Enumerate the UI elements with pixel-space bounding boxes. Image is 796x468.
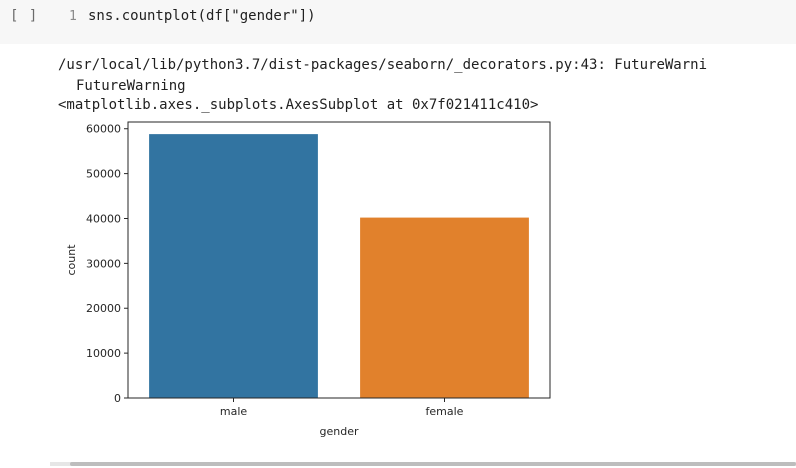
code-cell[interactable]: [ ] 1 sns.countplot(df["gender"]) xyxy=(0,0,796,44)
run-cell-button[interactable]: [ ] xyxy=(10,8,39,24)
warning-path-text: /usr/local/lib/python3.7/dist-packages/s… xyxy=(58,57,708,73)
code-line[interactable]: sns.countplot(df["gender"]) xyxy=(88,8,316,24)
warning-type-text: FutureWarning xyxy=(76,78,186,94)
y-tick-label-20000: 20000 xyxy=(86,302,121,315)
y-tick-label-10000: 10000 xyxy=(86,347,121,360)
bar-female xyxy=(360,217,529,398)
bar-male xyxy=(149,134,318,399)
y-tick-label-60000: 60000 xyxy=(86,123,121,136)
y-tick-label-40000: 40000 xyxy=(86,212,121,225)
x-tick-label-female: female xyxy=(426,405,464,418)
line-number: 1 xyxy=(69,9,77,24)
x-axis-label: gender xyxy=(320,425,359,438)
output-repr-text: <matplotlib.axes._subplots.AxesSubplot a… xyxy=(58,97,539,113)
axes-frame xyxy=(127,121,551,399)
y-tick-label-50000: 50000 xyxy=(86,168,121,181)
x-tick-label-male: male xyxy=(220,405,248,418)
y-axis-label: count xyxy=(65,244,78,276)
horizontal-scrollbar-thumb[interactable] xyxy=(70,462,796,466)
y-tick-label-30000: 30000 xyxy=(86,257,121,270)
y-tick-label-0: 0 xyxy=(114,392,121,405)
